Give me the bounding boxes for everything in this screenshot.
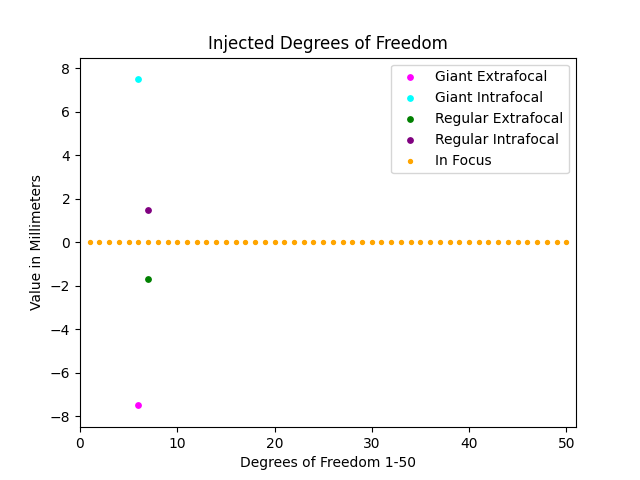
In Focus bbox=[84, 239, 95, 246]
In Focus bbox=[133, 239, 143, 246]
In Focus bbox=[357, 239, 367, 246]
In Focus bbox=[532, 239, 542, 246]
In Focus bbox=[464, 239, 474, 246]
In Focus bbox=[114, 239, 124, 246]
In Focus bbox=[376, 239, 387, 246]
Y-axis label: Value in Millimeters: Value in Millimeters bbox=[30, 174, 44, 311]
In Focus bbox=[541, 239, 552, 246]
In Focus bbox=[367, 239, 377, 246]
In Focus bbox=[202, 239, 212, 246]
In Focus bbox=[415, 239, 426, 246]
In Focus bbox=[337, 239, 348, 246]
In Focus bbox=[474, 239, 484, 246]
In Focus bbox=[104, 239, 115, 246]
In Focus bbox=[308, 239, 319, 246]
Giant Extrafocal bbox=[133, 402, 143, 409]
In Focus bbox=[269, 239, 280, 246]
In Focus bbox=[454, 239, 465, 246]
In Focus bbox=[444, 239, 454, 246]
Regular Intrafocal bbox=[143, 206, 153, 214]
In Focus bbox=[230, 239, 241, 246]
In Focus bbox=[172, 239, 182, 246]
In Focus bbox=[143, 239, 153, 246]
In Focus bbox=[182, 239, 192, 246]
In Focus bbox=[483, 239, 493, 246]
In Focus bbox=[211, 239, 221, 246]
In Focus bbox=[240, 239, 250, 246]
Title: Injected Degrees of Freedom: Injected Degrees of Freedom bbox=[208, 35, 448, 53]
X-axis label: Degrees of Freedom 1-50: Degrees of Freedom 1-50 bbox=[240, 456, 416, 470]
In Focus bbox=[396, 239, 406, 246]
Giant Intrafocal bbox=[133, 75, 143, 83]
In Focus bbox=[513, 239, 523, 246]
In Focus bbox=[221, 239, 231, 246]
In Focus bbox=[347, 239, 357, 246]
In Focus bbox=[406, 239, 416, 246]
In Focus bbox=[260, 239, 270, 246]
In Focus bbox=[435, 239, 445, 246]
In Focus bbox=[522, 239, 532, 246]
In Focus bbox=[94, 239, 104, 246]
In Focus bbox=[561, 239, 572, 246]
Legend: Giant Extrafocal, Giant Intrafocal, Regular Extrafocal, Regular Intrafocal, In F: Giant Extrafocal, Giant Intrafocal, Regu… bbox=[391, 64, 569, 173]
In Focus bbox=[503, 239, 513, 246]
In Focus bbox=[493, 239, 503, 246]
In Focus bbox=[552, 239, 562, 246]
In Focus bbox=[124, 239, 134, 246]
In Focus bbox=[318, 239, 328, 246]
In Focus bbox=[250, 239, 260, 246]
In Focus bbox=[163, 239, 173, 246]
In Focus bbox=[328, 239, 338, 246]
In Focus bbox=[425, 239, 435, 246]
In Focus bbox=[386, 239, 396, 246]
In Focus bbox=[153, 239, 163, 246]
Regular Extrafocal bbox=[143, 276, 153, 283]
In Focus bbox=[299, 239, 309, 246]
In Focus bbox=[279, 239, 289, 246]
In Focus bbox=[191, 239, 202, 246]
In Focus bbox=[289, 239, 299, 246]
